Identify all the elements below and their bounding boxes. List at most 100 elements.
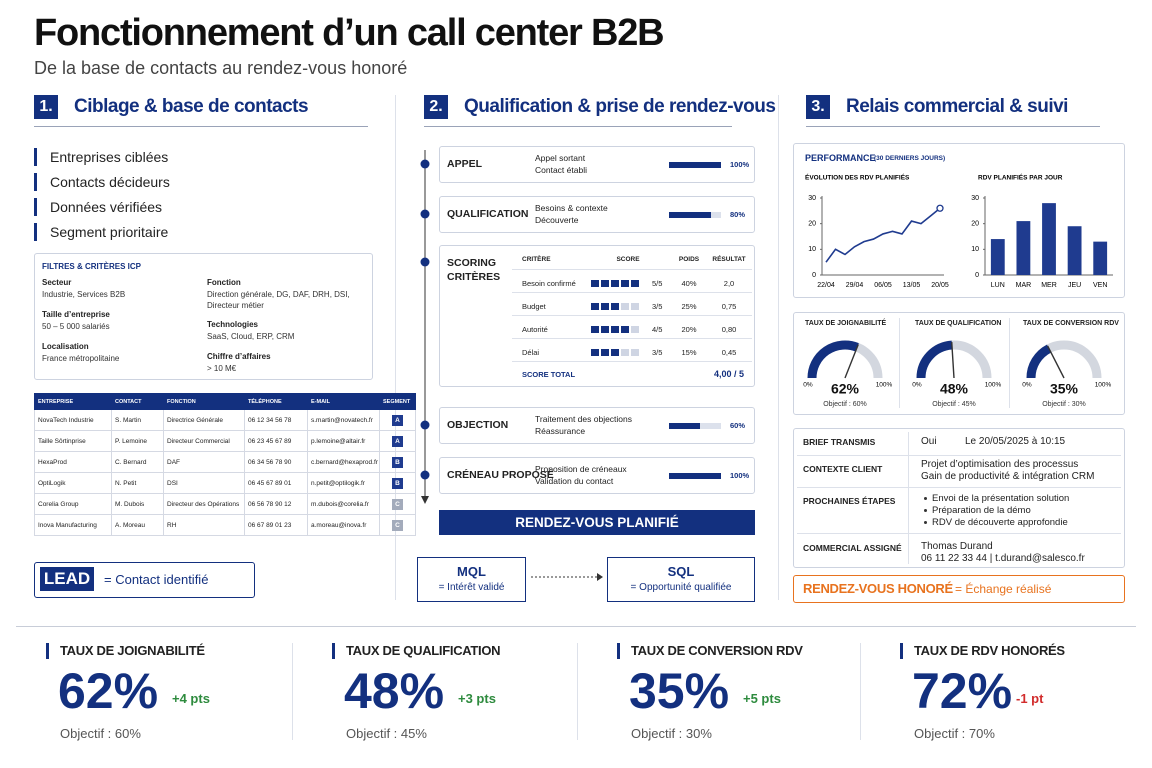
page-subtitle: De la base de contacts au rendez-vous ho… <box>34 58 408 78</box>
separator <box>292 643 293 740</box>
table-cell: A. Moreau <box>111 514 164 536</box>
filters-box <box>34 253 373 380</box>
score-square <box>611 326 619 333</box>
brief-box <box>793 428 1125 568</box>
column-header: ENTREPRISE <box>34 393 112 410</box>
section-title: Qualification & prise de rendez-vous <box>464 96 776 117</box>
score-square <box>631 349 639 356</box>
score-square <box>611 349 619 356</box>
mql-title: MQL <box>457 564 486 579</box>
table-row: Taille Sôrtinprise P. Lemoine Directeur Co… <box>34 430 416 452</box>
score-square <box>601 303 609 310</box>
item-text: Données vérifiées <box>50 199 163 215</box>
kpi-label: TAUX DE RDV HONORÉS <box>914 643 1065 658</box>
section-rule <box>806 126 1100 127</box>
row-rule <box>797 455 1121 456</box>
table-cell: a.moreau@inova.fr <box>307 514 380 536</box>
separator <box>577 643 578 740</box>
table-cell: C. Bernard <box>111 451 164 473</box>
table-cell: 06 23 45 67 89 <box>244 430 308 452</box>
progress-bar <box>669 162 721 168</box>
criterion: Délai <box>522 348 540 357</box>
table-cell: Inova Manufacturing <box>34 514 112 536</box>
honored-text: = Échange réalisé <box>955 582 1052 596</box>
progress-label: 60% <box>730 421 746 430</box>
table-row: Inova Manufacturing A. Moreau RH 06 67 89 0… <box>34 514 416 536</box>
brief-bullet: RDV de découverte approfondie <box>932 517 1068 528</box>
step-line: Proposition de créneaux <box>535 464 627 474</box>
step-line: Découverte <box>535 215 579 225</box>
step-box <box>439 196 755 233</box>
section-number: 3. <box>806 95 830 119</box>
scoring-column: POIDS <box>678 256 700 263</box>
mql-box <box>417 557 526 602</box>
kpi-value: 72% <box>912 663 1013 719</box>
kpi-value: 62% <box>58 663 159 719</box>
separator <box>908 432 909 564</box>
kpi-delta: +3 pts <box>458 691 496 706</box>
step-box <box>439 146 755 183</box>
scoring-column: SCORE <box>616 256 640 263</box>
sql-box <box>607 557 755 602</box>
score-square <box>601 280 609 287</box>
segment-badge: C <box>392 498 403 510</box>
kpi-target: Objectif : 70% <box>914 726 995 741</box>
table-cell: Directeur Commercial <box>163 430 245 452</box>
result: 2,0 <box>723 279 735 288</box>
step-name: CRÉNEAU PROPOSÉ <box>447 469 554 481</box>
kpi-bar <box>900 643 903 659</box>
segment-badge: A <box>392 435 403 447</box>
criterion: Autorité <box>522 325 548 334</box>
gauge-title: TAUX DE QUALIFICATION <box>915 320 1002 327</box>
kpi-delta: -1 pt <box>1016 691 1044 706</box>
kpi-target: Objectif : 60% <box>60 726 141 741</box>
step-name: OBJECTION <box>447 419 509 431</box>
row-rule <box>512 361 752 362</box>
section-rule <box>34 126 368 127</box>
table-cell: P. Lemoine <box>111 430 164 452</box>
column-header: E-MAIL <box>307 393 380 410</box>
weight: 25% <box>681 302 697 311</box>
column-header: SEGMENT <box>379 393 416 410</box>
gauges-box <box>793 312 1125 415</box>
lead-text: = Contact identifié <box>104 572 209 587</box>
table-cell: 06 67 89 01 23 <box>244 514 308 536</box>
table-cell: 06 45 67 89 01 <box>244 472 308 494</box>
table-row: Corelia Group M. Dubois Directeur des Opér… <box>34 493 416 515</box>
gauge-title: TAUX DE JOIGNABILITÉ <box>805 320 887 327</box>
table-cell: Directeur des Opérations <box>163 493 245 515</box>
kpi-bar <box>617 643 620 659</box>
brief-label: PROCHAINES ÉTAPES <box>803 496 896 506</box>
kpi-value: 35% <box>629 663 730 719</box>
table-cell: M. Dubois <box>111 493 164 515</box>
timeline-arrow <box>421 496 429 504</box>
step-box <box>439 457 755 494</box>
item-bar <box>34 198 37 216</box>
filter-label: Taille d’entreprise <box>42 310 110 319</box>
brief-label: CONTEXTE CLIENT <box>803 464 883 474</box>
table-cell: S. Martin <box>111 409 164 431</box>
row-rule <box>797 533 1121 534</box>
score-square <box>621 280 629 287</box>
table-cell: OptiLogik <box>34 472 112 494</box>
kpi-label: TAUX DE CONVERSION RDV <box>631 643 803 658</box>
banner: RENDEZ-VOUS PLANIFIÉ <box>439 510 755 535</box>
step-line: Contact établi <box>535 165 587 175</box>
table-row: NovaTech Industrie S. Martin Directrice Gé… <box>34 409 416 431</box>
score-label: 4/5 <box>652 325 663 334</box>
table-cell: NovaTech Industrie <box>34 409 112 431</box>
weight: 20% <box>681 325 697 334</box>
row-rule <box>512 338 752 339</box>
kpi-rule <box>16 626 1136 627</box>
weight: 40% <box>681 279 697 288</box>
brief-line: 06 11 22 33 44 | t.durand@salesco.fr <box>921 553 1085 564</box>
filter-label: Localisation <box>42 342 89 351</box>
step-line: Traitement des objections <box>535 414 633 424</box>
table-cell: RH <box>163 514 245 536</box>
performance-subtitle: (30 DERNIERS JOURS) <box>874 155 946 162</box>
table-cell: Taille Sôrtinprise <box>34 430 112 452</box>
brief-line: Gain de productivité & intégration CRM <box>921 471 1095 482</box>
section-rule <box>424 126 732 127</box>
kpi-target: Objectif : 45% <box>346 726 427 741</box>
row-rule <box>512 315 752 316</box>
